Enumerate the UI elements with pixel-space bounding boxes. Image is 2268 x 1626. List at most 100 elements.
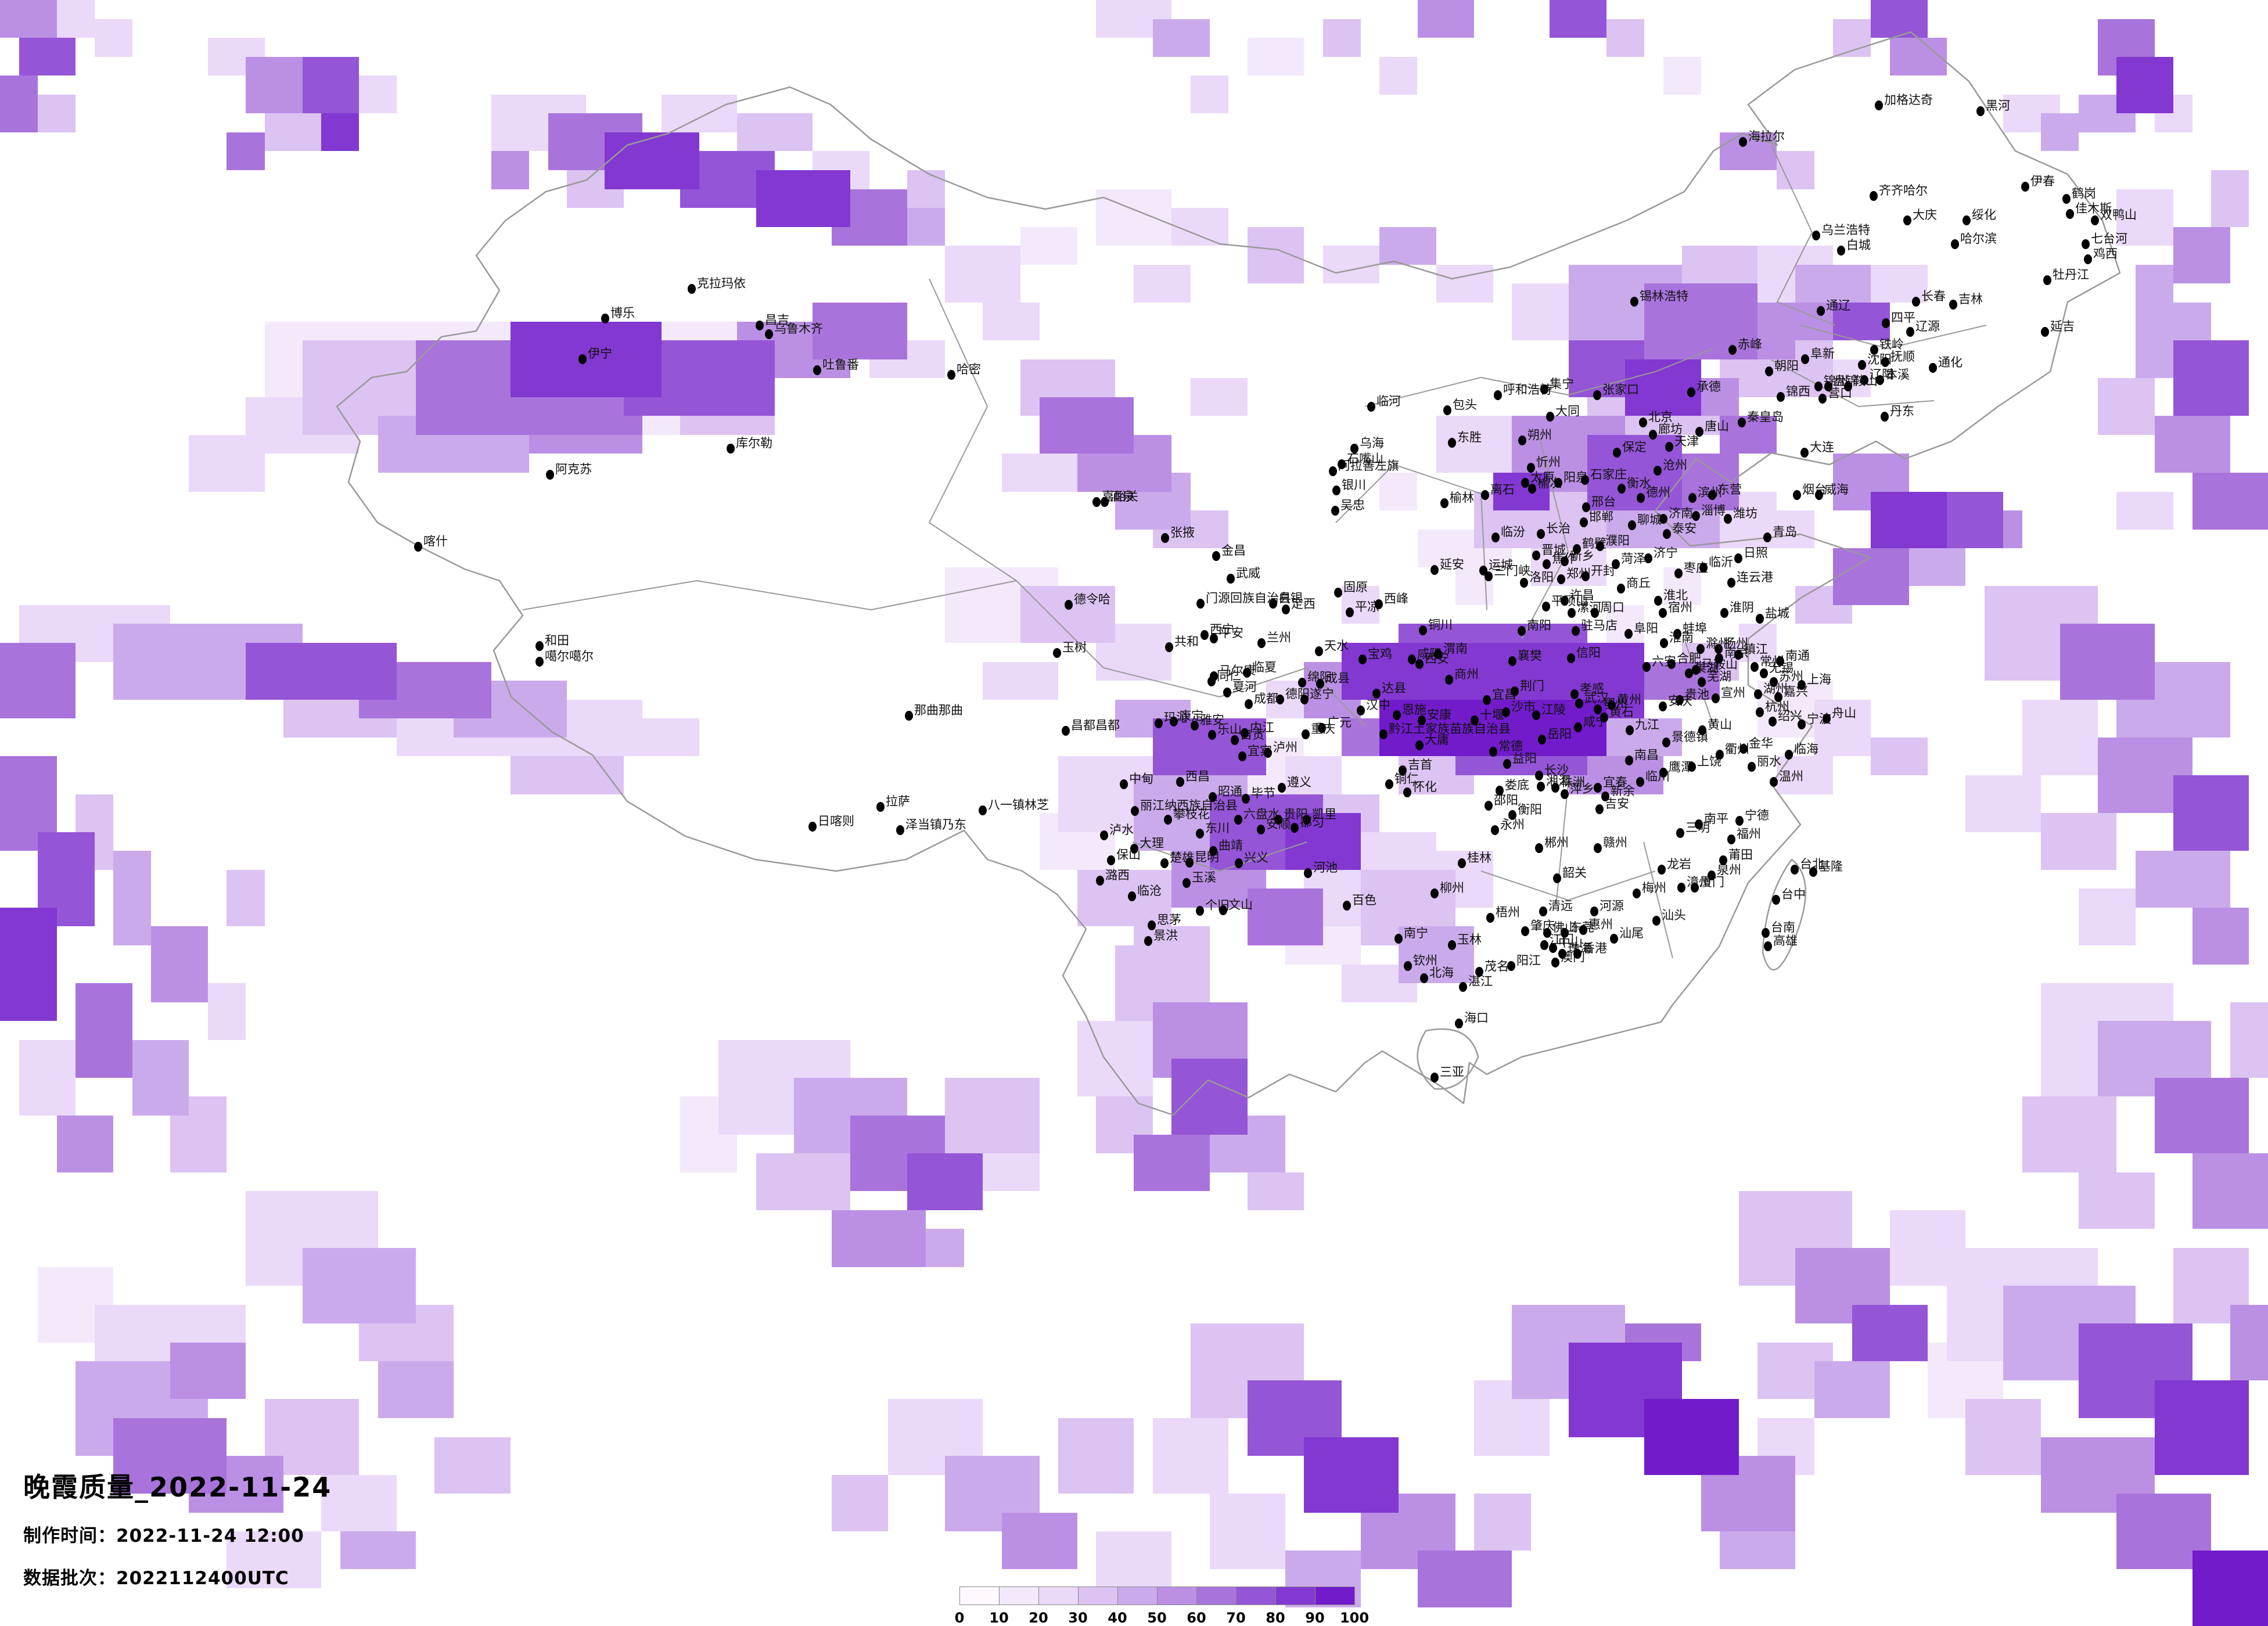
city-label: 济宁 (1654, 546, 1678, 560)
city-dot-icon (1812, 231, 1820, 240)
city-dot-icon (1637, 493, 1645, 503)
city-label: 都匀 (1300, 815, 1324, 829)
city-label: 秦皇岛 (1747, 410, 1784, 424)
city-label: 石家庄 (1590, 467, 1627, 481)
heatmap-patch (1058, 1418, 1134, 1494)
city-dot-icon (1302, 729, 1310, 739)
city-dot-icon (1196, 829, 1204, 839)
heatmap-patch (227, 1531, 322, 1589)
city-label: 韶关 (1562, 866, 1587, 880)
city-dot-icon (1511, 686, 1519, 696)
city-dot-icon (1430, 888, 1439, 898)
heatmap-patch (19, 1039, 76, 1116)
city-label: 黄州 (1617, 693, 1641, 707)
city-dot-icon (1518, 626, 1526, 636)
city-dot-icon (1561, 928, 1569, 938)
city-label: 萍乡 (1570, 782, 1594, 796)
city-dot-icon (1715, 644, 1723, 654)
city-dot-icon (1662, 738, 1670, 747)
heatmap-patch (1152, 718, 1267, 775)
city-dot-icon (1688, 762, 1696, 772)
city-dot-icon (896, 825, 904, 835)
city-dot-icon (1358, 654, 1367, 664)
city-dot-icon (1185, 858, 1194, 868)
city-label: 唐山 (1705, 419, 1729, 433)
city-dot-icon (1208, 730, 1216, 740)
city-label: 临汾 (1501, 525, 1525, 539)
city-label: 张家口 (1602, 383, 1639, 397)
city-dot-icon (1696, 644, 1705, 654)
city-dot-icon (1658, 865, 1666, 875)
city-label: 重庆 (1311, 722, 1335, 736)
city-dot-icon (1748, 762, 1756, 772)
heatmap-patch (1039, 397, 1134, 454)
city-dot-icon (1800, 448, 1809, 458)
city-label: 博乐 (610, 306, 635, 320)
city-dot-icon (1164, 815, 1172, 825)
city-label: 衢州 (1725, 742, 1749, 756)
city-label: 集宁 (1550, 377, 1574, 391)
city-dot-icon (1276, 695, 1284, 704)
heatmap-patch (113, 851, 152, 945)
heatmap-patch (1738, 624, 1777, 662)
city-dot-icon (1393, 710, 1401, 720)
city-label: 大同 (1555, 404, 1580, 418)
city-dot-icon (1699, 563, 1708, 573)
heatmap-patch (1379, 473, 1418, 511)
city-dot-icon (1817, 306, 1825, 316)
city-dot-icon (1196, 906, 1204, 916)
heatmap-patch (1682, 246, 1758, 284)
city-dot-icon (1765, 366, 1773, 376)
heatmap-patch (756, 1153, 851, 1210)
city-dot-icon (1379, 729, 1388, 739)
city-dot-icon (1591, 608, 1599, 618)
city-label: 凯里 (1312, 807, 1336, 821)
city-dot-icon (2043, 275, 2051, 285)
heatmap-patch (1020, 226, 1077, 265)
city-label: 益阳 (1512, 751, 1537, 765)
city-label: 广元 (1327, 715, 1352, 729)
heatmap-patch (1644, 1399, 1739, 1475)
city-label: 天水 (1324, 639, 1349, 653)
city-label: 淄博 (1701, 503, 1726, 517)
city-label: 周口 (1600, 600, 1624, 614)
heatmap-patch (2022, 1096, 2117, 1172)
city-label: 成都 (1254, 692, 1278, 706)
city-label: 保山 (1116, 848, 1141, 862)
heatmap-patch (945, 246, 1021, 303)
city-label: 日喀则 (818, 814, 854, 828)
city-dot-icon (1471, 715, 1479, 725)
city-label: 东川 (1205, 821, 1230, 835)
city-label: 高雄 (1773, 934, 1798, 948)
city-label: 百色 (1352, 893, 1376, 907)
city-dot-icon (1508, 810, 1516, 820)
city-dot-icon (1554, 478, 1562, 488)
city-label: 白银 (1278, 591, 1303, 605)
legend-color-box (1118, 1587, 1158, 1605)
city-dot-icon (1430, 1073, 1439, 1082)
city-label: 景洪 (1153, 929, 1178, 942)
heatmap-patch (1965, 775, 2041, 832)
city-dot-icon (1708, 490, 1716, 500)
city-label: 阳江 (1516, 954, 1541, 967)
city-label: 曲靖 (1219, 839, 1243, 852)
heatmap-patch (189, 434, 265, 492)
city-label: 加格达奇 (1884, 93, 1933, 107)
city-dot-icon (1415, 659, 1424, 669)
city-label: 荆门 (1520, 679, 1544, 693)
city-dot-icon (1096, 876, 1104, 886)
city-label: 保定 (1622, 440, 1647, 454)
city-dot-icon (1582, 571, 1590, 581)
city-dot-icon (1315, 646, 1323, 656)
city-label: 楚雄 (1170, 851, 1194, 865)
city-dot-icon (1791, 865, 1799, 875)
city-label: 宿州 (1668, 600, 1692, 614)
heatmap-patch (2116, 491, 2174, 530)
city-dot-icon (1573, 949, 1582, 959)
city-dot-icon (1881, 357, 1889, 367)
city-label: 临沂 (1709, 555, 1733, 569)
city-dot-icon (1963, 215, 1971, 225)
city-label: 石嘴山 (1347, 452, 1383, 466)
city-label: 固原 (1343, 580, 1368, 594)
city-label: 安庆 (1668, 694, 1692, 708)
